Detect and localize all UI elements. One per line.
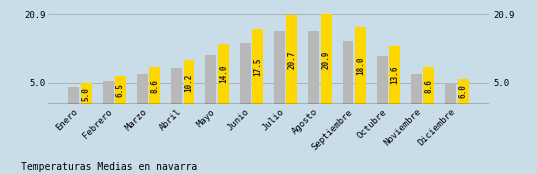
Text: 6.0: 6.0 [459,85,468,98]
Bar [252,29,263,104]
Bar [377,56,388,104]
Bar [286,15,297,104]
Text: 8.6: 8.6 [424,79,433,93]
Bar [355,27,366,104]
Text: 5.0: 5.0 [82,87,91,101]
Bar [149,67,160,104]
Text: 20.9: 20.9 [322,50,331,69]
Bar [115,76,126,104]
Bar [411,74,422,104]
Text: Temperaturas Medias en navarra: Temperaturas Medias en navarra [21,162,198,172]
Text: 8.6: 8.6 [150,79,159,93]
Bar [171,68,182,104]
Bar [458,78,469,104]
Bar [103,81,114,104]
Text: 17.5: 17.5 [253,57,262,76]
Bar [137,74,148,104]
Bar [218,44,229,104]
Bar [321,14,331,104]
Bar [240,42,251,104]
Text: 18.0: 18.0 [356,56,365,75]
Bar [81,83,92,104]
Bar [445,83,456,104]
Text: 13.6: 13.6 [390,66,399,84]
Bar [423,67,434,104]
Text: 20.7: 20.7 [287,50,296,69]
Text: 10.2: 10.2 [185,73,193,92]
Bar [343,41,353,104]
Text: 6.5: 6.5 [116,84,125,97]
Bar [274,31,285,104]
Text: 14.0: 14.0 [219,65,228,84]
Bar [68,87,79,104]
Bar [184,60,194,104]
Bar [308,30,319,104]
Bar [206,55,216,104]
Bar [389,46,400,104]
